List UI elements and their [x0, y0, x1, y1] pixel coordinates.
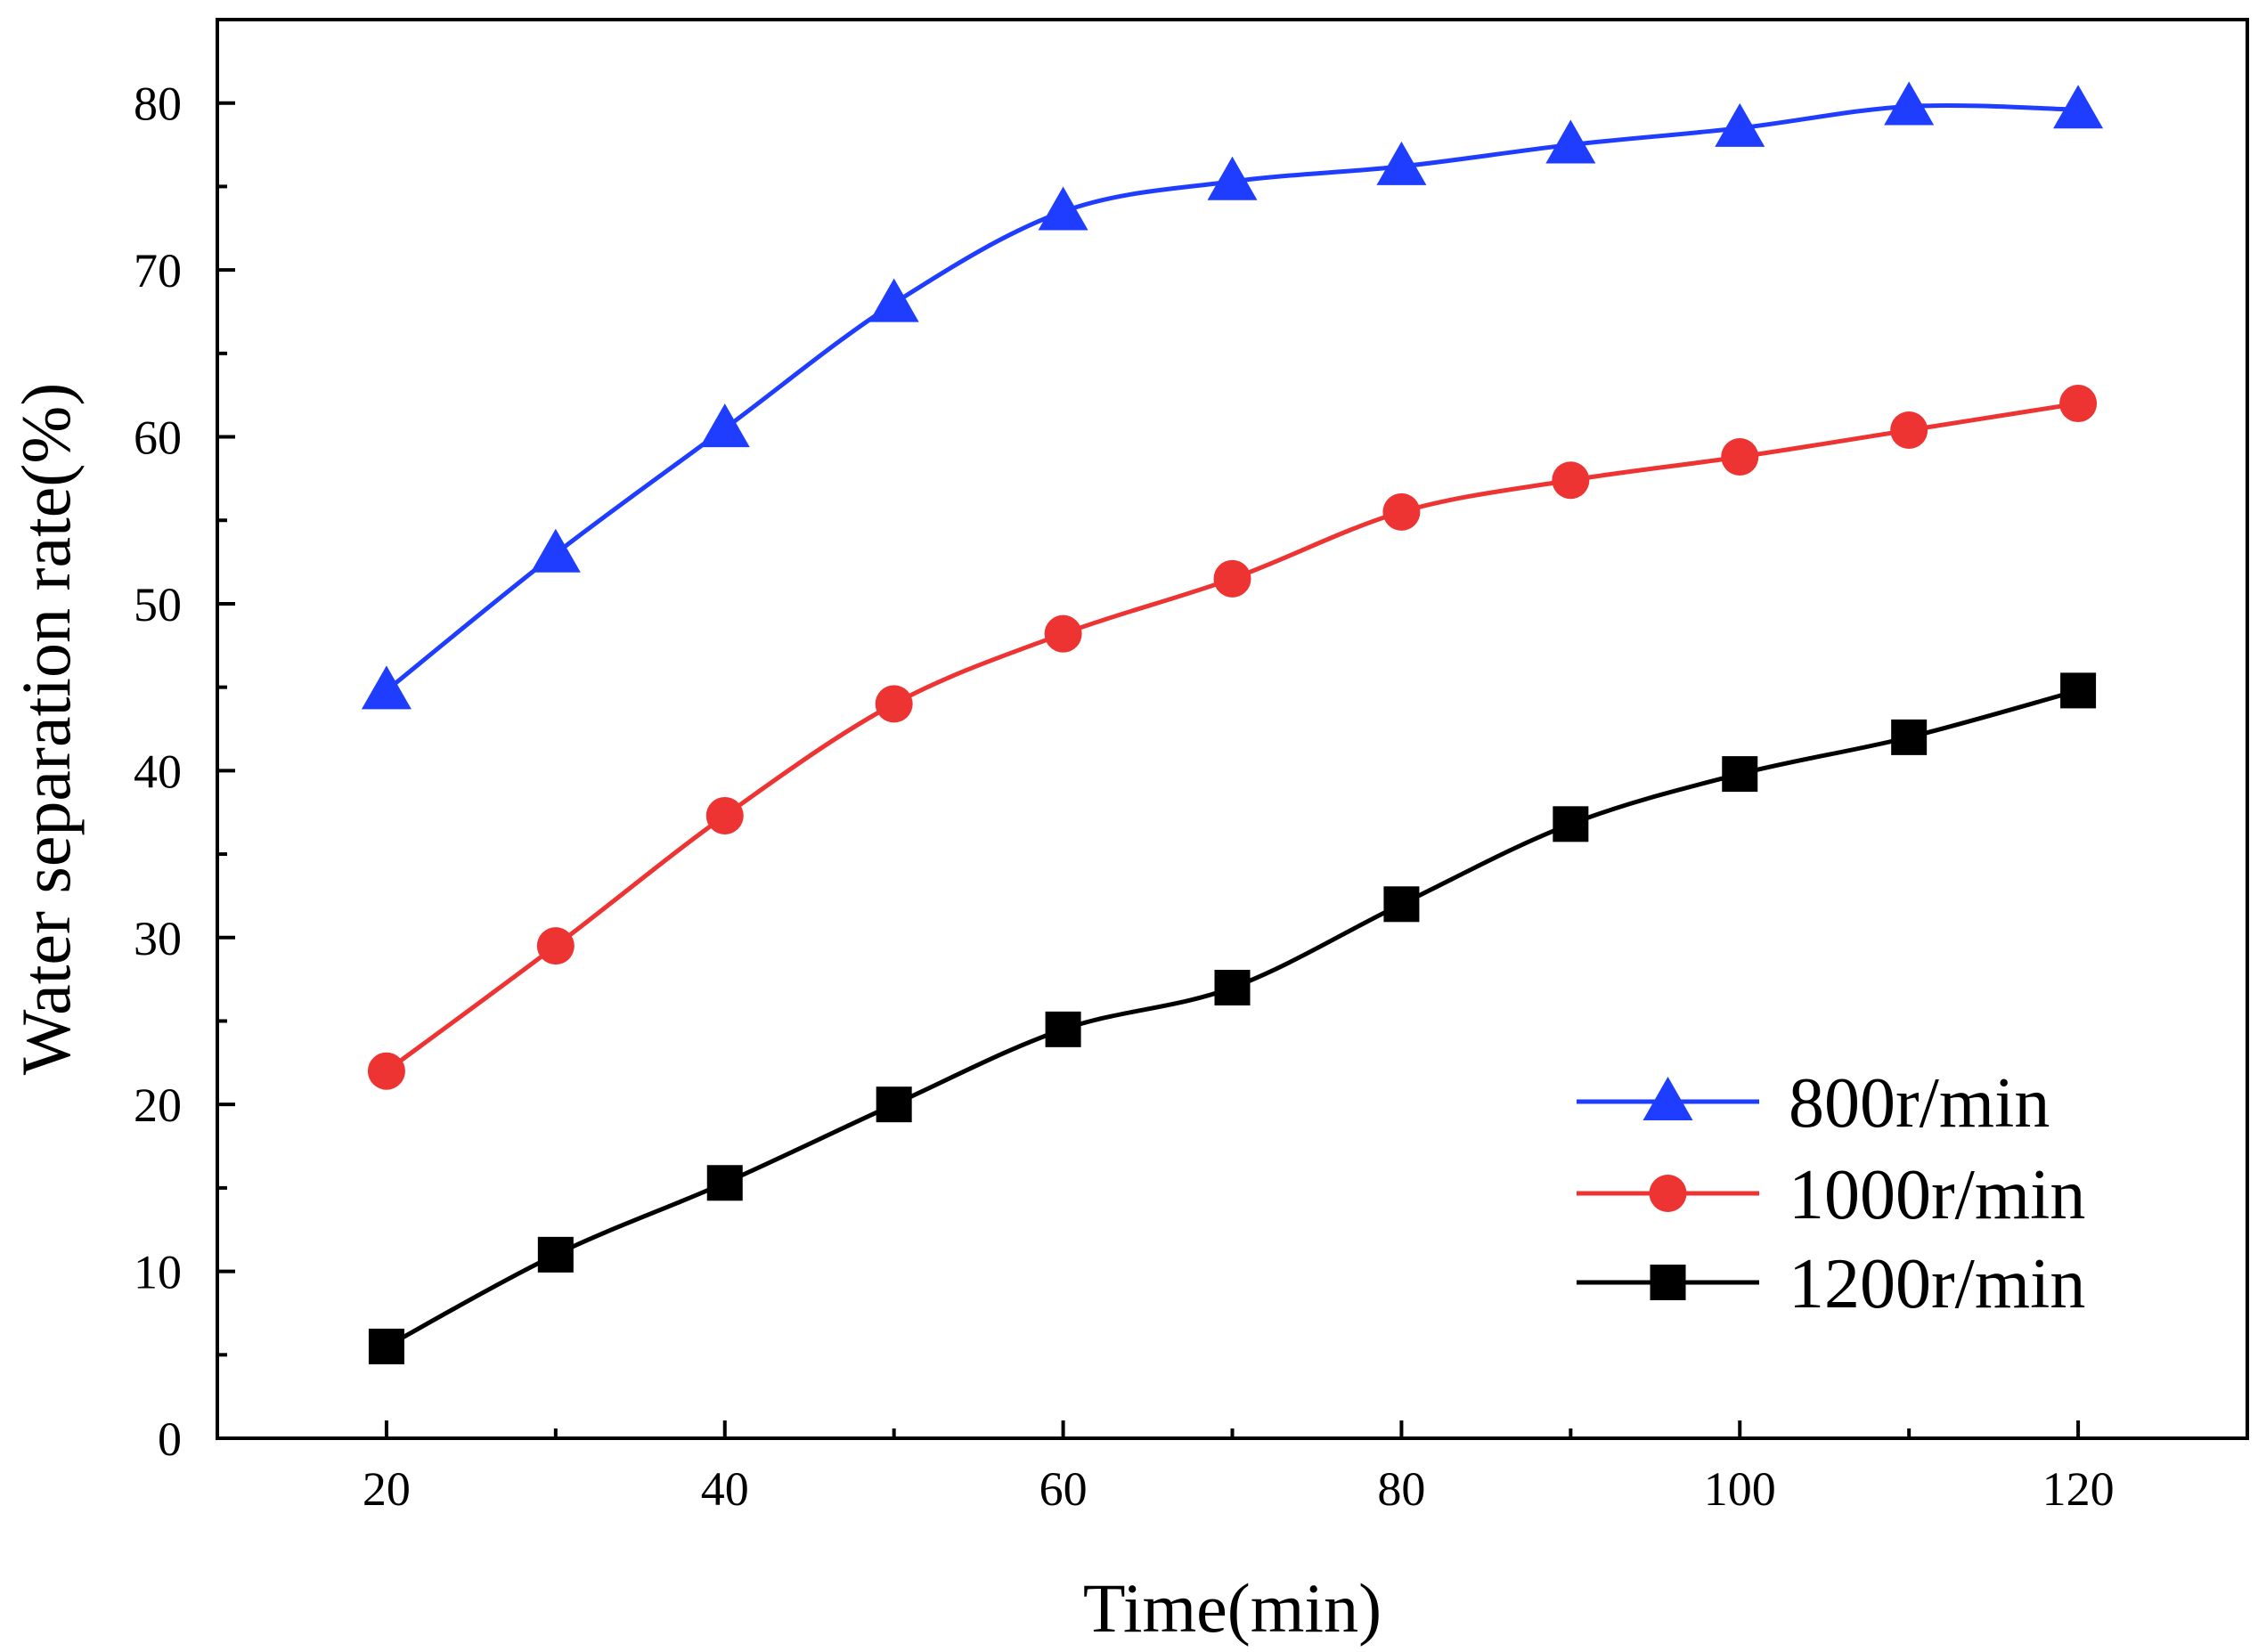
data-point [1552, 461, 1590, 500]
series-line [385, 401, 2079, 1073]
y-tick-label: 70 [134, 244, 182, 297]
legend-item: 1000r/min [1577, 1156, 2085, 1234]
data-point [367, 1052, 405, 1090]
data-point [1721, 438, 1759, 476]
y-axis: 0 10 20 30 40 50 60 70 80 [134, 77, 235, 1466]
y-tick-label: 60 [134, 411, 182, 465]
data-point [868, 278, 919, 322]
data-point [1214, 969, 1251, 1005]
x-tick-label: 60 [1039, 1462, 1088, 1516]
series-line [385, 102, 2079, 693]
y-tick-label: 40 [134, 745, 182, 798]
y-tick-label: 50 [134, 578, 182, 631]
legend-item: 800r/min [1577, 1064, 2050, 1143]
data-point [1722, 756, 1758, 793]
data-point [1044, 614, 1082, 653]
x-axis-title: Time(min) [1083, 1569, 1382, 1647]
data-point [1715, 102, 1765, 147]
x-axis: 20 40 60 80 100 120 [216, 1420, 2249, 1516]
legend-marker [1643, 1077, 1693, 1120]
legend-item: 1200r/min [1577, 1245, 2085, 1323]
y-tick-label: 20 [134, 1078, 182, 1132]
y-tick-label: 10 [134, 1246, 182, 1299]
legend-marker [1649, 1175, 1687, 1212]
data-point [699, 403, 750, 448]
x-tick-label: 120 [2042, 1462, 2115, 1516]
x-tick-label: 40 [701, 1462, 749, 1516]
data-point [361, 665, 412, 710]
data-point [875, 685, 913, 723]
data-point [706, 1165, 743, 1201]
data-point [1376, 141, 1427, 185]
y-tick-label: 30 [134, 912, 182, 965]
series-1200r/min [368, 672, 2097, 1364]
legend-label: 1000r/min [1789, 1156, 2085, 1234]
x-tick-label: 20 [363, 1462, 411, 1516]
data-point [1382, 492, 1421, 531]
y-tick-label: 80 [134, 77, 182, 131]
data-point [368, 1328, 404, 1364]
data-point [537, 1236, 574, 1273]
series-800r/min [361, 81, 2104, 710]
data-point [530, 528, 581, 573]
data-point [2053, 85, 2104, 129]
data-point [1038, 186, 1088, 231]
data-point [1545, 119, 1596, 164]
data-point [2060, 672, 2097, 709]
y-axis-title: Water separation rate(%) [7, 383, 85, 1076]
x-tick-label: 100 [1704, 1462, 1776, 1516]
data-point [1213, 559, 1251, 598]
legend-label: 800r/min [1789, 1064, 2050, 1143]
series-1000r/min [367, 385, 2098, 1090]
legend: 800r/min 1000r/min 1200r/min [1577, 1064, 2085, 1323]
data-point [1884, 81, 1935, 126]
data-point [1207, 156, 1258, 200]
data-point [1045, 1011, 1081, 1047]
data-point [705, 796, 744, 834]
x-tick-label: 80 [1377, 1462, 1425, 1516]
data-point [2059, 385, 2098, 423]
data-point [876, 1086, 912, 1123]
legend-marker [1650, 1265, 1686, 1300]
data-point [1553, 806, 1589, 842]
y-tick-label: 0 [158, 1412, 182, 1466]
data-point [536, 927, 575, 965]
data-point [1383, 886, 1420, 923]
data-point [1890, 411, 1928, 450]
legend-label: 1200r/min [1789, 1245, 2085, 1323]
series-layer [361, 81, 2104, 1364]
data-point [1891, 719, 1928, 755]
